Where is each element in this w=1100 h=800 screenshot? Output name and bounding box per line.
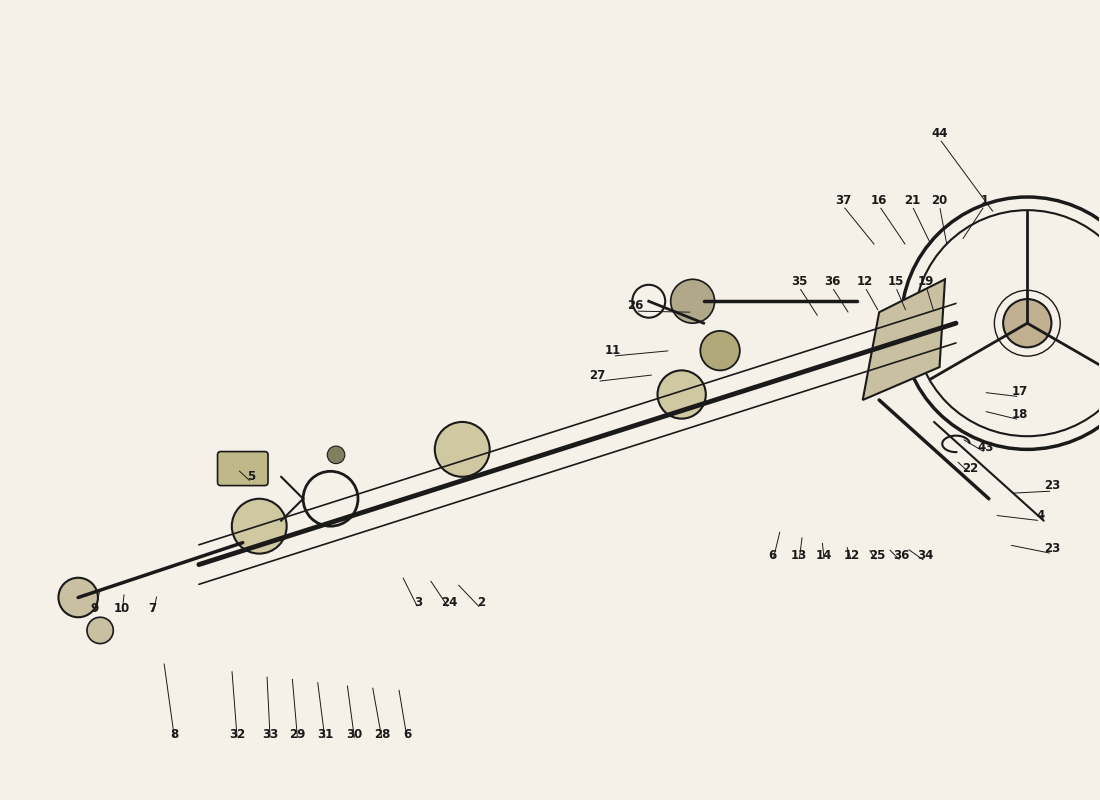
Text: 8: 8: [170, 728, 179, 741]
Text: 12: 12: [857, 275, 873, 288]
Text: 3: 3: [415, 597, 422, 610]
Text: 21: 21: [904, 194, 921, 207]
Text: 33: 33: [262, 728, 278, 741]
Circle shape: [671, 279, 715, 323]
Text: 7: 7: [148, 602, 157, 615]
Text: 1: 1: [980, 194, 989, 207]
Text: 13: 13: [791, 550, 807, 562]
Text: 36: 36: [824, 275, 840, 288]
Text: 26: 26: [627, 299, 644, 312]
Text: 14: 14: [816, 550, 833, 562]
Text: 28: 28: [374, 728, 390, 741]
FancyBboxPatch shape: [218, 451, 268, 486]
Text: 30: 30: [346, 728, 363, 741]
Circle shape: [434, 422, 490, 477]
Text: 16: 16: [871, 194, 888, 207]
Text: 34: 34: [917, 550, 934, 562]
Text: 20: 20: [932, 194, 947, 207]
Text: 4: 4: [1036, 509, 1045, 522]
Text: 43: 43: [978, 441, 993, 454]
Circle shape: [1003, 299, 1052, 347]
Text: 37: 37: [835, 194, 851, 207]
Text: 35: 35: [791, 275, 807, 288]
Text: 36: 36: [893, 550, 910, 562]
Circle shape: [232, 498, 287, 554]
Circle shape: [58, 578, 98, 618]
Text: 23: 23: [1044, 479, 1060, 492]
Text: 29: 29: [289, 728, 306, 741]
Text: 9: 9: [90, 602, 99, 615]
Text: 32: 32: [229, 728, 245, 741]
Circle shape: [328, 446, 344, 464]
Text: 5: 5: [248, 470, 255, 483]
Text: 10: 10: [114, 602, 130, 615]
Polygon shape: [862, 279, 945, 400]
Text: 18: 18: [1011, 408, 1027, 421]
Text: 2: 2: [476, 597, 485, 610]
Text: 44: 44: [932, 127, 948, 140]
Text: 12: 12: [844, 550, 860, 562]
Text: 27: 27: [590, 370, 605, 382]
Text: 17: 17: [1012, 385, 1027, 398]
Circle shape: [87, 618, 113, 643]
Text: 25: 25: [869, 550, 886, 562]
Text: 31: 31: [317, 728, 333, 741]
Text: 6: 6: [769, 550, 777, 562]
Circle shape: [701, 331, 740, 370]
Text: 15: 15: [888, 275, 904, 288]
Text: 24: 24: [441, 597, 458, 610]
Circle shape: [658, 370, 706, 418]
Text: 6: 6: [404, 728, 411, 741]
Text: 22: 22: [962, 462, 978, 474]
Text: 23: 23: [1044, 542, 1060, 554]
Text: 11: 11: [604, 344, 620, 357]
Text: 19: 19: [918, 275, 935, 288]
